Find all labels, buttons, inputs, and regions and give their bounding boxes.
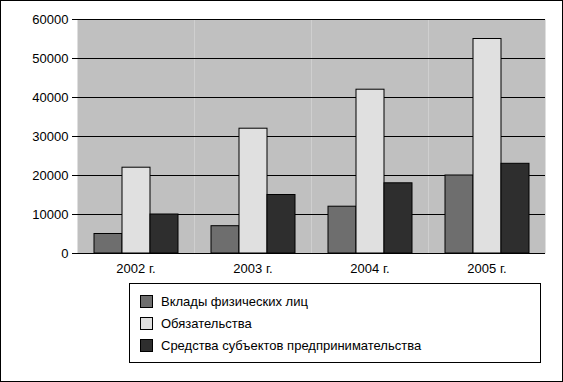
svg-text:50000: 50000	[32, 51, 68, 66]
svg-text:40000: 40000	[32, 90, 68, 105]
svg-text:2002 г.: 2002 г.	[116, 261, 155, 276]
svg-text:2004 г.: 2004 г.	[350, 261, 389, 276]
html-text:Обязательства: Обязательства	[161, 315, 252, 331]
html-text:Вклады физических лиц: Вклады физических лиц	[161, 293, 308, 309]
svg-text:2005 г.: 2005 г.	[467, 261, 506, 276]
svg-text:2003 г.: 2003 г.	[233, 261, 272, 276]
svg-text:30000: 30000	[32, 129, 68, 144]
svg-text:20000: 20000	[32, 168, 68, 183]
svg-text:10000: 10000	[32, 207, 68, 222]
html-text:Средства субъектов предпринима: Средства субъектов предпринимательства	[161, 337, 422, 353]
svg-text:0: 0	[61, 246, 68, 261]
svg-text:60000: 60000	[32, 12, 68, 27]
